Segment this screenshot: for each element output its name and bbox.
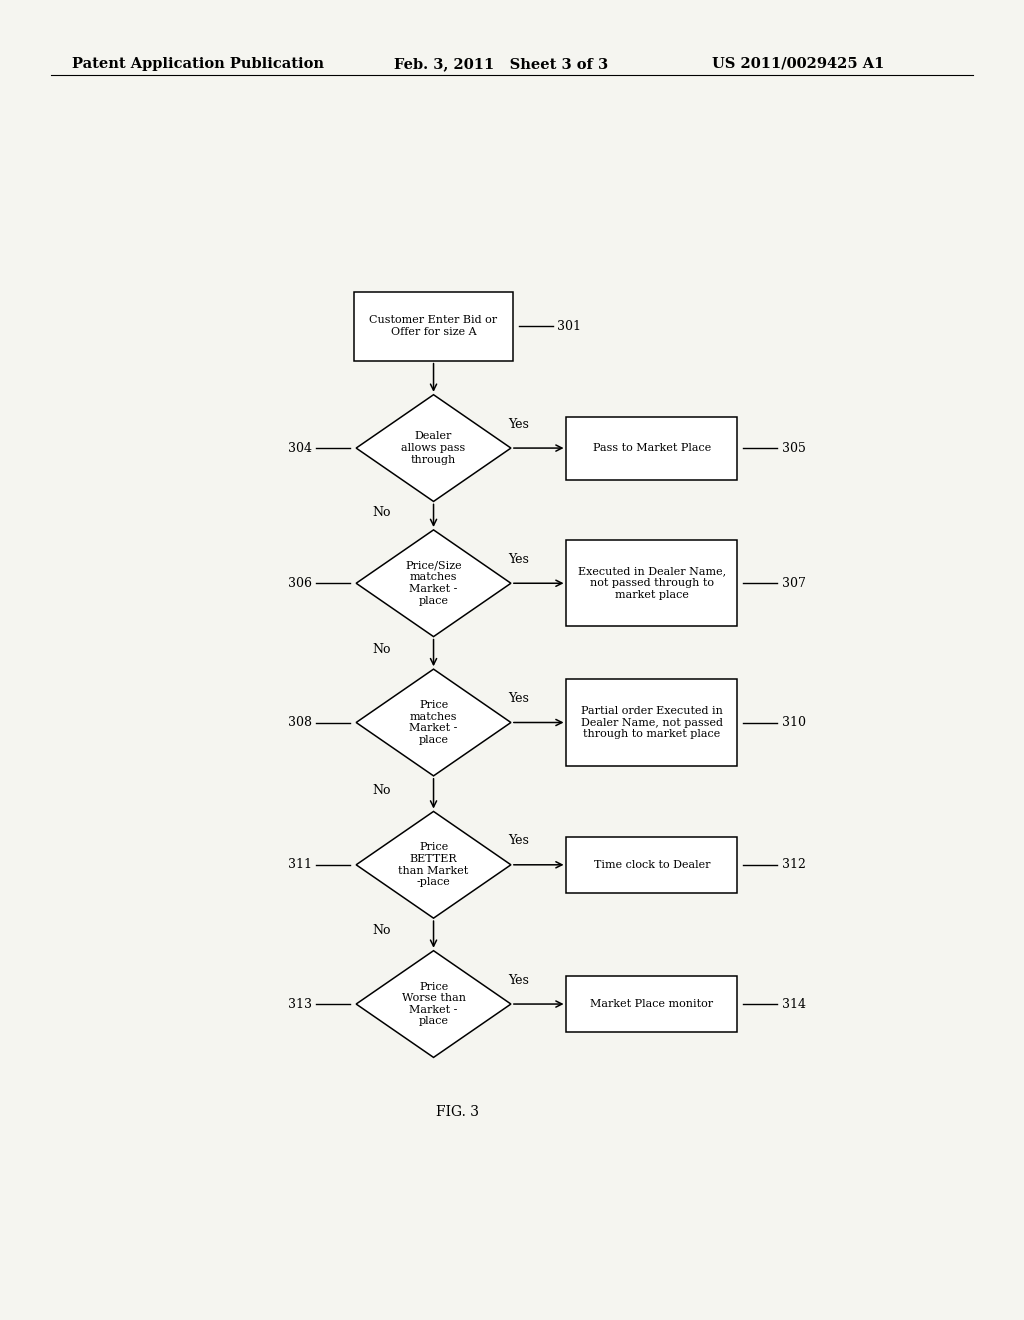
Text: Yes: Yes — [508, 834, 529, 847]
Polygon shape — [356, 669, 511, 776]
Text: Yes: Yes — [508, 417, 529, 430]
Text: 308: 308 — [288, 715, 311, 729]
Text: US 2011/0029425 A1: US 2011/0029425 A1 — [712, 57, 884, 71]
Bar — [566, 837, 737, 892]
Text: FIG. 3: FIG. 3 — [436, 1105, 479, 1119]
Text: 305: 305 — [781, 442, 806, 454]
Bar — [354, 292, 513, 360]
Text: No: No — [373, 643, 391, 656]
Text: Pass to Market Place: Pass to Market Place — [593, 444, 711, 453]
Text: Yes: Yes — [508, 974, 529, 987]
Polygon shape — [356, 395, 511, 502]
Text: Price
matches
Market -
place: Price matches Market - place — [410, 700, 458, 744]
Text: Yes: Yes — [508, 692, 529, 705]
Text: Market Place monitor: Market Place monitor — [590, 999, 714, 1008]
Text: Customer Enter Bid or
Offer for size A: Customer Enter Bid or Offer for size A — [370, 315, 498, 337]
Text: 314: 314 — [781, 998, 806, 1011]
Text: 311: 311 — [288, 858, 311, 871]
Polygon shape — [356, 529, 511, 636]
Text: Executed in Dealer Name,
not passed through to
market place: Executed in Dealer Name, not passed thro… — [578, 566, 726, 599]
Text: No: No — [373, 784, 391, 797]
Text: Patent Application Publication: Patent Application Publication — [72, 57, 324, 71]
Bar — [566, 417, 737, 479]
Bar — [566, 540, 737, 627]
Text: Price
Worse than
Market -
place: Price Worse than Market - place — [401, 982, 466, 1027]
Bar — [566, 680, 737, 766]
Text: Time clock to Dealer: Time clock to Dealer — [594, 859, 710, 870]
Text: Partial order Executed in
Dealer Name, not passed
through to market place: Partial order Executed in Dealer Name, n… — [581, 706, 723, 739]
Text: 304: 304 — [288, 442, 311, 454]
Text: 313: 313 — [288, 998, 311, 1011]
Text: 301: 301 — [557, 319, 582, 333]
Text: Yes: Yes — [508, 553, 529, 566]
Text: 312: 312 — [781, 858, 806, 871]
Polygon shape — [356, 950, 511, 1057]
Bar — [566, 975, 737, 1032]
Text: No: No — [373, 924, 391, 937]
Text: Price
BETTER
than Market
-place: Price BETTER than Market -place — [398, 842, 469, 887]
Polygon shape — [356, 812, 511, 919]
Text: Dealer
allows pass
through: Dealer allows pass through — [401, 432, 466, 465]
Text: 310: 310 — [781, 715, 806, 729]
Text: 307: 307 — [781, 577, 806, 590]
Text: 306: 306 — [288, 577, 311, 590]
Text: No: No — [373, 506, 391, 519]
Text: Feb. 3, 2011   Sheet 3 of 3: Feb. 3, 2011 Sheet 3 of 3 — [394, 57, 608, 71]
Text: Price/Size
matches
Market -
place: Price/Size matches Market - place — [406, 561, 462, 606]
